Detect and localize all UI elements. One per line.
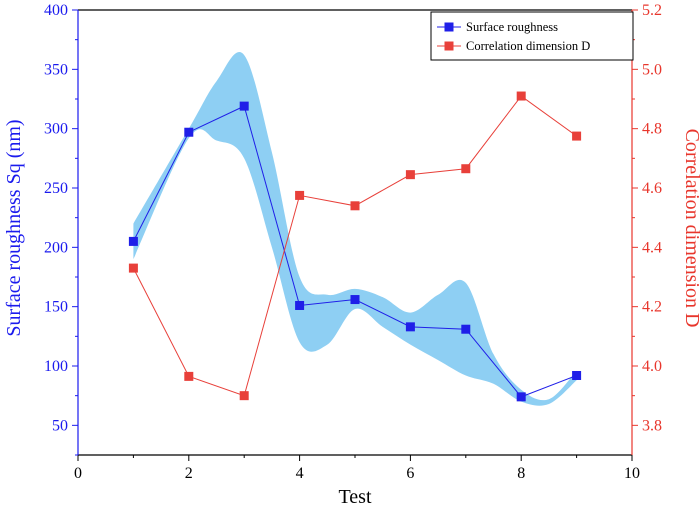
y-axis-title: Surface roughness Sq (nm) (3, 119, 25, 336)
data-point-surface-roughness-3 (239, 101, 249, 111)
data-point-surface-roughness-8 (516, 392, 526, 402)
x-tick-label-3: 6 (406, 465, 414, 482)
y-tick-label-7: 400 (44, 2, 68, 19)
y2-axis-title: Correlation dimension D (681, 129, 700, 328)
data-point-correlation-dimension-9 (572, 131, 582, 141)
data-point-surface-roughness-7 (461, 324, 471, 334)
data-point-correlation-dimension-4 (295, 190, 305, 200)
data-point-surface-roughness-4 (295, 300, 305, 310)
legend-label-surface-roughness: Surface roughness (466, 20, 558, 34)
y2-tick-label-2: 4.2 (642, 299, 662, 316)
data-point-surface-roughness-1 (128, 236, 138, 246)
legend-label-correlation-dimension: Correlation dimension D (466, 39, 590, 53)
data-point-correlation-dimension-3 (239, 391, 249, 401)
data-point-surface-roughness-2 (184, 127, 194, 137)
data-point-correlation-dimension-2 (184, 371, 194, 381)
ticks-layer: 0 2 4 6 8 10 50 100 150 200 250 300 350 400 3.8 4.0 4.2 4… (44, 2, 662, 482)
x-tick-label-2: 4 (296, 465, 304, 482)
x-axis-title: Test (338, 486, 371, 508)
data-point-correlation-dimension-1 (128, 263, 138, 273)
y-tick-label-0: 50 (52, 417, 68, 434)
y-tick-label-1: 100 (44, 358, 68, 375)
y-tick-label-2: 150 (44, 299, 68, 316)
y2-tick-label-0: 3.8 (642, 417, 662, 434)
legend-marker-surface-roughness (444, 22, 454, 32)
legend: Surface roughness Correlation dimension … (430, 11, 634, 61)
legend-box (430, 11, 634, 61)
y2-tick-label-7: 5.2 (642, 2, 662, 19)
y2-tick-label-6: 5.0 (642, 61, 662, 78)
data-point-surface-roughness-5 (350, 295, 360, 305)
data-point-surface-roughness-6 (405, 322, 415, 332)
data-point-surface-roughness-9 (572, 370, 582, 380)
data-point-correlation-dimension-6 (405, 170, 415, 180)
x-tick-label-4: 8 (517, 465, 525, 482)
y-tick-label-4: 250 (44, 180, 68, 197)
data-point-correlation-dimension-5 (350, 201, 360, 211)
y2-tick-label-3: 4.4 (642, 239, 662, 256)
roughness-confidence-band (133, 52, 577, 406)
confidence-band-layer (133, 52, 577, 406)
x-tick-label-1: 2 (185, 465, 193, 482)
y2-tick-label-4: 4.6 (642, 180, 662, 197)
y2-tick-label-1: 4.0 (642, 358, 662, 375)
y2-tick-label-5: 4.8 (642, 121, 662, 138)
data-point-correlation-dimension-8 (516, 91, 526, 101)
y-tick-label-6: 350 (44, 61, 68, 78)
y-tick-label-5: 300 (44, 121, 68, 138)
x-tick-label-5: 10 (624, 465, 640, 482)
x-tick-label-0: 0 (74, 465, 82, 482)
y-tick-label-3: 200 (44, 239, 68, 256)
series-layer (128, 91, 582, 402)
data-point-correlation-dimension-7 (461, 164, 471, 174)
legend-marker-correlation-dimension (444, 41, 454, 51)
